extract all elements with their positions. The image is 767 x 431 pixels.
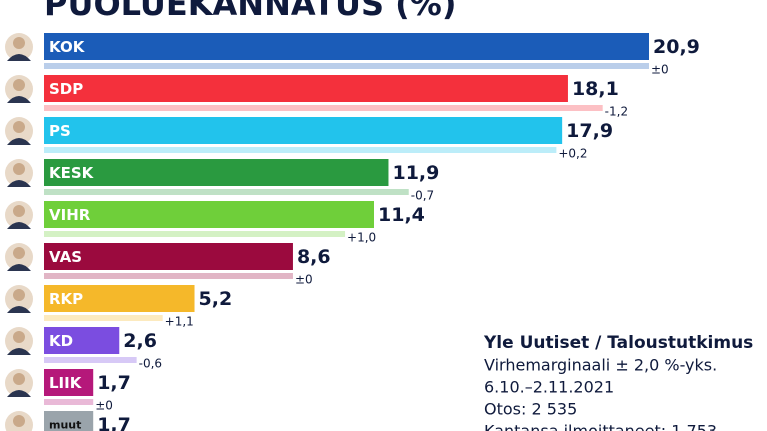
party-photo-body bbox=[7, 138, 31, 145]
chart-title: PUOLUEKANNATUS (%) bbox=[44, 0, 456, 23]
party-photo-body bbox=[7, 348, 31, 355]
change-label: -0,7 bbox=[411, 189, 434, 203]
party-photo-head bbox=[13, 79, 25, 91]
previous-bar bbox=[44, 147, 557, 153]
bar bbox=[44, 369, 94, 396]
party-photo-head bbox=[13, 331, 25, 343]
party-photo-body bbox=[7, 96, 31, 103]
value-label: 11,9 bbox=[392, 162, 439, 184]
previous-bar bbox=[44, 315, 163, 321]
bar-label: KESK bbox=[49, 164, 95, 182]
bar-label: SDP bbox=[49, 80, 83, 98]
value-label: 20,9 bbox=[653, 36, 700, 58]
bar-label: LIIK bbox=[49, 374, 83, 392]
bar-label: RKP bbox=[49, 290, 83, 308]
bar bbox=[44, 411, 94, 431]
bar bbox=[44, 75, 568, 102]
bar-label: KOK bbox=[49, 38, 86, 56]
bar-label: muut bbox=[49, 419, 81, 431]
party-photo-head bbox=[13, 247, 25, 259]
value-label: 11,4 bbox=[378, 204, 425, 226]
bar-label: VAS bbox=[49, 248, 82, 266]
note: 6.10.–2.11.2021 bbox=[484, 378, 614, 397]
party-photo-head bbox=[13, 289, 25, 301]
party-photo-body bbox=[7, 264, 31, 271]
change-label: -0,6 bbox=[139, 357, 162, 371]
party-photo-body bbox=[7, 390, 31, 397]
change-label: ±0 bbox=[295, 273, 313, 287]
party-photo-body bbox=[7, 54, 31, 61]
value-label: 1,7 bbox=[97, 414, 131, 431]
bar bbox=[44, 33, 649, 60]
party-photo-head bbox=[13, 415, 25, 427]
change-label: +1,0 bbox=[347, 231, 376, 245]
previous-bar bbox=[44, 357, 137, 363]
previous-bar bbox=[44, 189, 409, 195]
party-photo-body bbox=[7, 180, 31, 187]
change-label: ±0 bbox=[651, 63, 669, 77]
previous-bar bbox=[44, 231, 346, 237]
party-photo-head bbox=[13, 373, 25, 385]
value-label: 18,1 bbox=[572, 78, 619, 100]
previous-bar bbox=[44, 273, 293, 279]
value-label: 8,6 bbox=[297, 246, 331, 268]
party-photo-head bbox=[13, 163, 25, 175]
bar-label: PS bbox=[49, 122, 71, 140]
change-label: -1,2 bbox=[605, 105, 628, 119]
value-label: 17,9 bbox=[566, 120, 613, 142]
previous-bar bbox=[44, 63, 649, 69]
bar-label: KD bbox=[49, 332, 73, 350]
bar bbox=[44, 159, 389, 186]
change-label: ±0 bbox=[95, 399, 113, 413]
bar bbox=[44, 285, 195, 312]
note: Virhemarginaali ± 2,0 %-yks. bbox=[484, 356, 717, 375]
bar-label: VIHR bbox=[49, 206, 91, 224]
bar bbox=[44, 327, 120, 354]
party-photo-head bbox=[13, 37, 25, 49]
party-photo-head bbox=[13, 205, 25, 217]
note: Kantansa ilmoittaneet: 1 753 bbox=[484, 422, 717, 431]
party-photo-body bbox=[7, 306, 31, 313]
party-photo-body bbox=[7, 222, 31, 229]
bar bbox=[44, 243, 293, 270]
bar bbox=[44, 201, 374, 228]
bar bbox=[44, 117, 563, 144]
value-label: 1,7 bbox=[97, 372, 131, 394]
note: Otos: 2 535 bbox=[484, 400, 577, 419]
previous-bar bbox=[44, 105, 603, 111]
value-label: 5,2 bbox=[199, 288, 233, 310]
party-photo-head bbox=[13, 121, 25, 133]
value-label: 2,6 bbox=[123, 330, 157, 352]
source: Yle Uutiset / Taloustutkimus bbox=[483, 333, 753, 353]
change-label: +0,2 bbox=[558, 147, 587, 161]
change-label: +1,1 bbox=[165, 315, 194, 329]
previous-bar bbox=[44, 399, 94, 405]
